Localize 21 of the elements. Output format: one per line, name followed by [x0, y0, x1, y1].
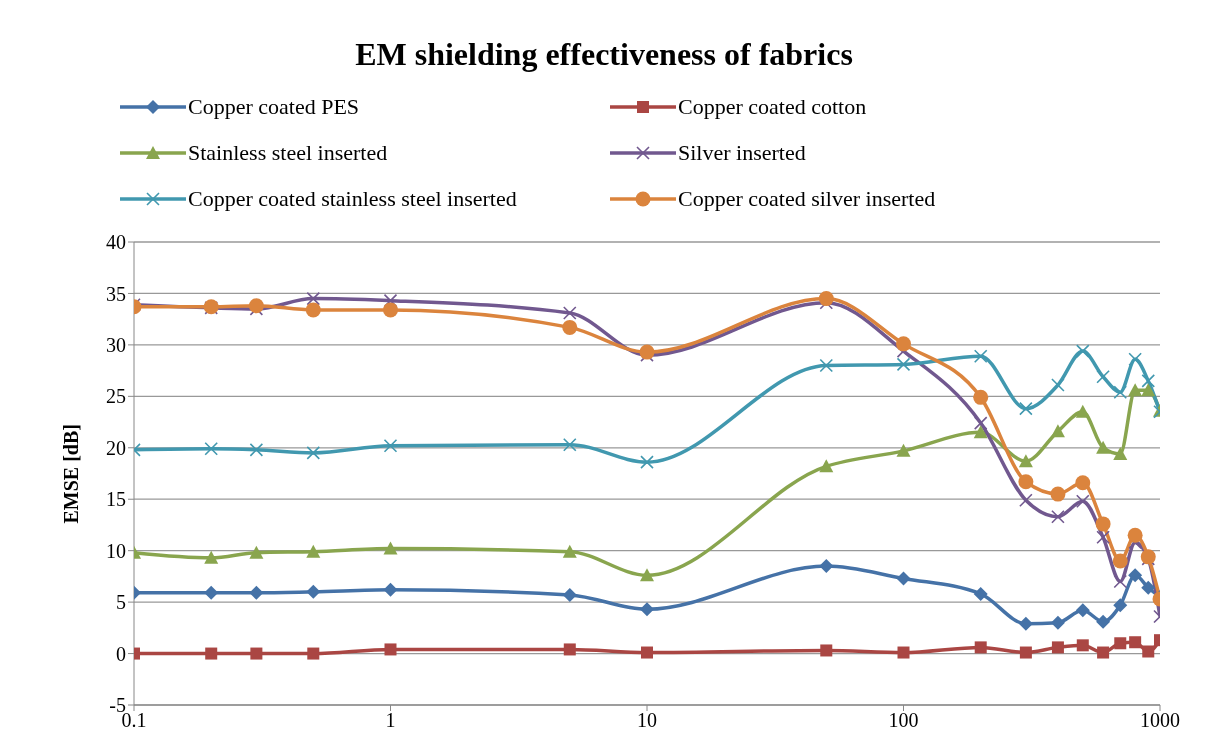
- x-tick-label: 100: [888, 709, 919, 732]
- y-tick-label: 20: [106, 436, 126, 459]
- x-tick-label: 1000: [1140, 709, 1180, 732]
- y-tick-label: 0: [116, 642, 126, 665]
- y-tick-label: 30: [106, 333, 126, 356]
- y-tick-label: 40: [106, 231, 126, 254]
- y-tick-label: 10: [106, 539, 126, 562]
- x-tick-label: 10: [637, 709, 657, 732]
- y-tick-label: 25: [106, 385, 126, 408]
- legend-label: Copper coated silver inserted: [678, 186, 936, 212]
- chart-title: EM shielding effectiveness of fabrics: [354, 35, 854, 74]
- legend-label: Stainless steel inserted: [188, 140, 388, 166]
- y-tick-label: 35: [106, 282, 126, 305]
- y-tick-label: 15: [106, 488, 126, 511]
- legend-label: Copper coated PES: [188, 94, 360, 120]
- y-axis-title: EMSE [dB]: [60, 424, 83, 524]
- legend-label: Copper coated stainless steel inserted: [188, 186, 517, 212]
- y-tick-label: 5: [116, 591, 126, 614]
- x-tick-label: 1: [385, 709, 396, 732]
- legend-label: Silver inserted: [678, 140, 806, 166]
- legend-label: Copper coated cotton: [678, 94, 867, 120]
